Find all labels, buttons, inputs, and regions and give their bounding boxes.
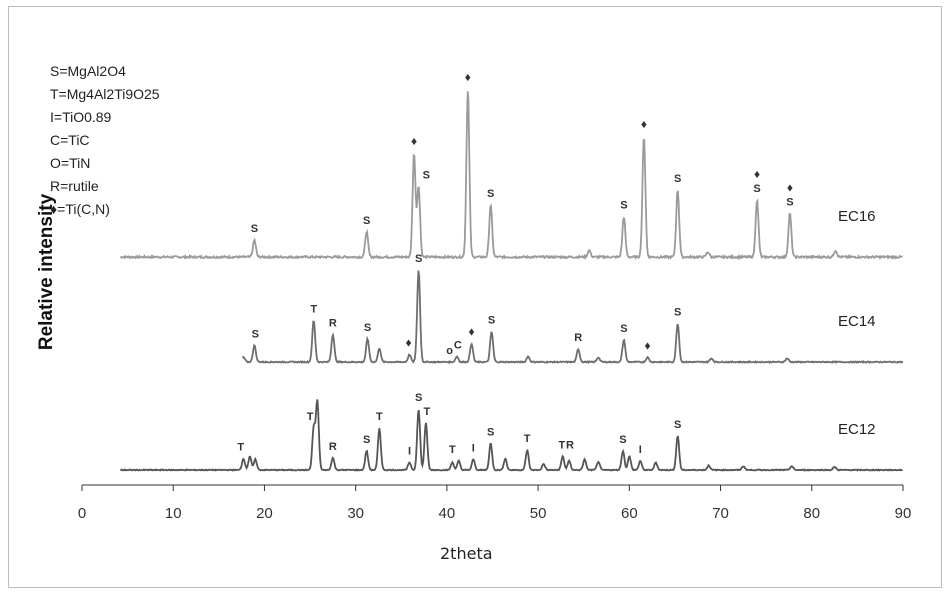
peak-annotation: T — [558, 439, 565, 451]
legend-entry-tin: O=TiN — [50, 155, 91, 171]
legend-entry-tic: C=TiC — [50, 132, 90, 148]
peak-annotation: R — [329, 441, 337, 453]
x-tick-label: 20 — [256, 505, 273, 522]
peak-annotation: T — [237, 442, 244, 454]
peak-annotation: T — [310, 304, 317, 316]
peak-annotation: R — [329, 317, 337, 329]
peak-annotation: S — [786, 196, 793, 208]
peak-annotation: ♦ — [406, 336, 412, 350]
peak-annotation: S — [488, 315, 495, 327]
peak-annotation: S — [251, 223, 258, 235]
peak-annotation: S — [674, 173, 681, 185]
series-line-ec14 — [241, 270, 903, 365]
peak-annotation: T — [449, 444, 456, 456]
peak-annotation: I — [639, 444, 642, 456]
peak-annotation: ♦ — [641, 117, 647, 131]
peak-annotation: T — [307, 411, 314, 423]
series-line-ec16 — [120, 91, 903, 261]
x-tick-label: 50 — [530, 505, 547, 522]
figure-frame — [8, 6, 942, 588]
x-tick-label: 70 — [712, 505, 729, 522]
x-tick-label: 60 — [621, 505, 638, 522]
peak-annotation: o — [446, 345, 453, 357]
peak-annotation: ♦ — [787, 180, 793, 194]
peak-annotation: S — [753, 183, 760, 195]
peak-annotation: S — [363, 215, 370, 227]
peak-annotation: T — [423, 406, 430, 418]
peak-annotation: S — [674, 419, 681, 431]
peak-annotation: R — [566, 439, 574, 451]
peak-annotation: ♦ — [468, 325, 474, 339]
legend: S=MgAl2O4 T=Mg4Al2Ti9O25 I=TiO0.89 C=TiC… — [50, 60, 160, 221]
peak-annotation: S — [620, 200, 627, 212]
peak-annotation: S — [620, 323, 627, 335]
peak-annotation: ♦ — [411, 134, 417, 148]
series-label-ec12: EC12 — [838, 421, 876, 438]
peak-annotation: S — [487, 426, 494, 438]
y-axis-label: Relative intensity — [36, 193, 57, 351]
peak-annotation: S — [252, 328, 259, 340]
peak-annotation: S — [674, 306, 681, 318]
peak-annotation: I — [472, 442, 475, 454]
series-line-ec12 — [120, 399, 904, 472]
peak-annotation: T — [524, 433, 531, 445]
peak-annotation: I — [408, 445, 411, 457]
peak-annotation: ♦ — [754, 167, 760, 181]
peak-annotation: S — [363, 434, 370, 446]
peak-annotation: S — [487, 188, 494, 200]
x-tick-label: 10 — [165, 505, 182, 522]
series-label-ec14: EC14 — [838, 313, 876, 330]
x-tick-label: 30 — [347, 505, 364, 522]
legend-entry-mg4al2ti9o25: T=Mg4Al2Ti9O25 — [50, 86, 160, 102]
legend-entry-spinel: S=MgAl2O4 — [50, 63, 126, 79]
legend-entry-ticn: ♦=Ti(C,N) — [50, 201, 110, 217]
peak-annotation: S — [415, 392, 422, 404]
x-axis-label: 2theta — [440, 544, 493, 563]
peak-annotation: S — [415, 253, 422, 265]
peak-annotation: S — [364, 322, 371, 334]
x-tick-label: 80 — [803, 505, 820, 522]
peak-annotation: ♦ — [465, 70, 471, 84]
x-tick-label: 40 — [439, 505, 456, 522]
series-label-ec16: EC16 — [838, 208, 876, 225]
x-tick-label: 0 — [78, 505, 86, 522]
peak-annotation: S — [619, 434, 626, 446]
peak-annotation: T — [376, 411, 383, 423]
peak-annotation: C — [454, 339, 462, 351]
legend-entry-rutile: R=rutile — [50, 178, 99, 194]
x-tick-label: 90 — [895, 505, 912, 522]
peak-annotation: R — [574, 332, 582, 344]
legend-entry-tio: I=TiO0.89 — [50, 109, 112, 125]
peak-annotation: S — [423, 169, 430, 181]
peak-annotation: ♦ — [645, 338, 651, 352]
